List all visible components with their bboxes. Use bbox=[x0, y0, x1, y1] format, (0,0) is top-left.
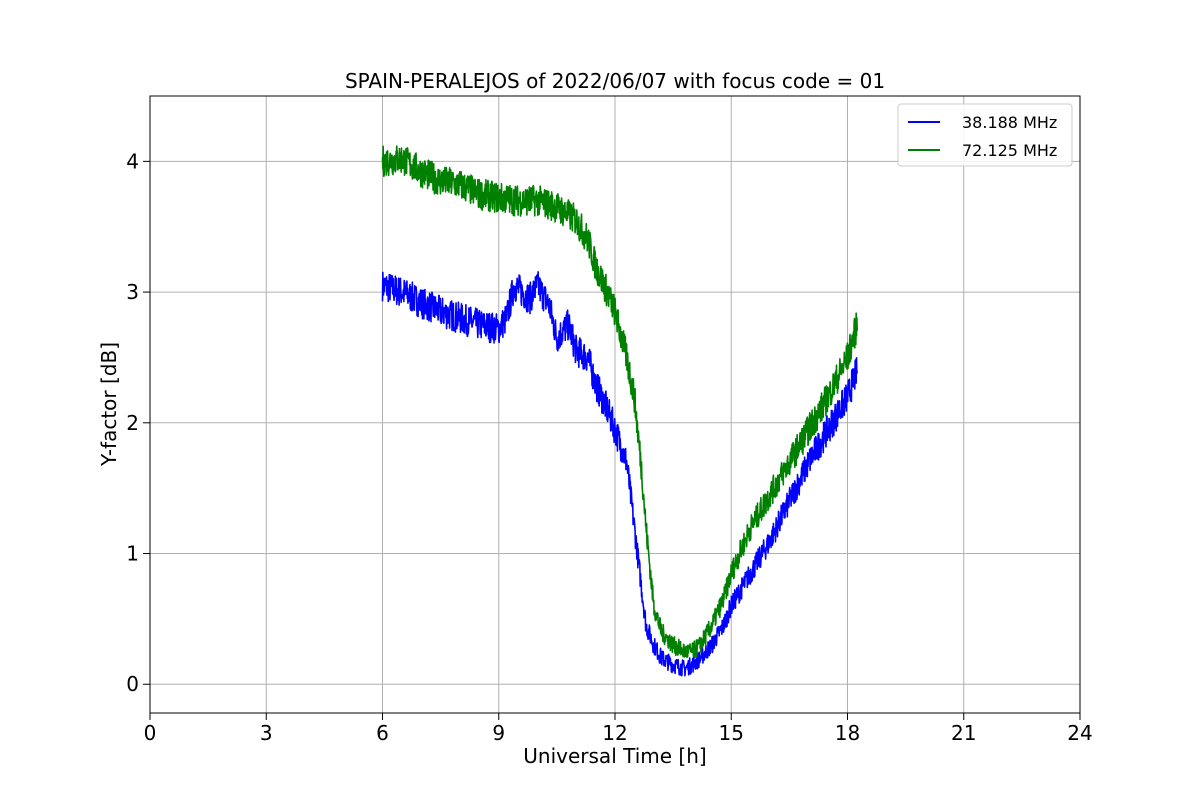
y-axis-label: Y-factor [dB] bbox=[97, 342, 121, 467]
legend-box bbox=[897, 103, 1073, 167]
y-tick-label: 0 bbox=[126, 672, 139, 696]
series-line-1 bbox=[381, 145, 858, 659]
series-layer bbox=[381, 145, 858, 677]
x-tick-label: 21 bbox=[951, 721, 976, 745]
x-tick-label: 18 bbox=[835, 721, 860, 745]
legend-label: 72.125 MHz bbox=[962, 141, 1057, 160]
x-tick-label: 0 bbox=[144, 721, 157, 745]
chart-title: SPAIN-PERALEJOS of 2022/06/07 with focus… bbox=[345, 69, 885, 93]
x-tick-label: 12 bbox=[602, 721, 627, 745]
x-tick-label: 3 bbox=[260, 721, 273, 745]
x-tick-label: 6 bbox=[376, 721, 389, 745]
x-axis-ticks: 0 3 6 9 12 15 18 21 24 bbox=[144, 713, 1093, 745]
grid bbox=[149, 96, 1081, 713]
series-line-0 bbox=[381, 271, 858, 677]
legend: 38.188 MHz 72.125 MHz bbox=[897, 103, 1073, 167]
x-tick-label: 24 bbox=[1067, 721, 1092, 745]
x-tick-label: 15 bbox=[719, 721, 744, 745]
y-tick-label: 4 bbox=[126, 149, 139, 173]
legend-label: 38.188 MHz bbox=[962, 113, 1057, 132]
x-axis-label: Universal Time [h] bbox=[523, 744, 706, 768]
y-tick-label: 1 bbox=[126, 542, 139, 566]
x-tick-label: 9 bbox=[492, 721, 505, 745]
y-axis-ticks: 0 1 2 3 4 bbox=[126, 149, 150, 696]
y-tick-label: 3 bbox=[126, 280, 139, 304]
y-tick-label: 2 bbox=[126, 411, 139, 435]
